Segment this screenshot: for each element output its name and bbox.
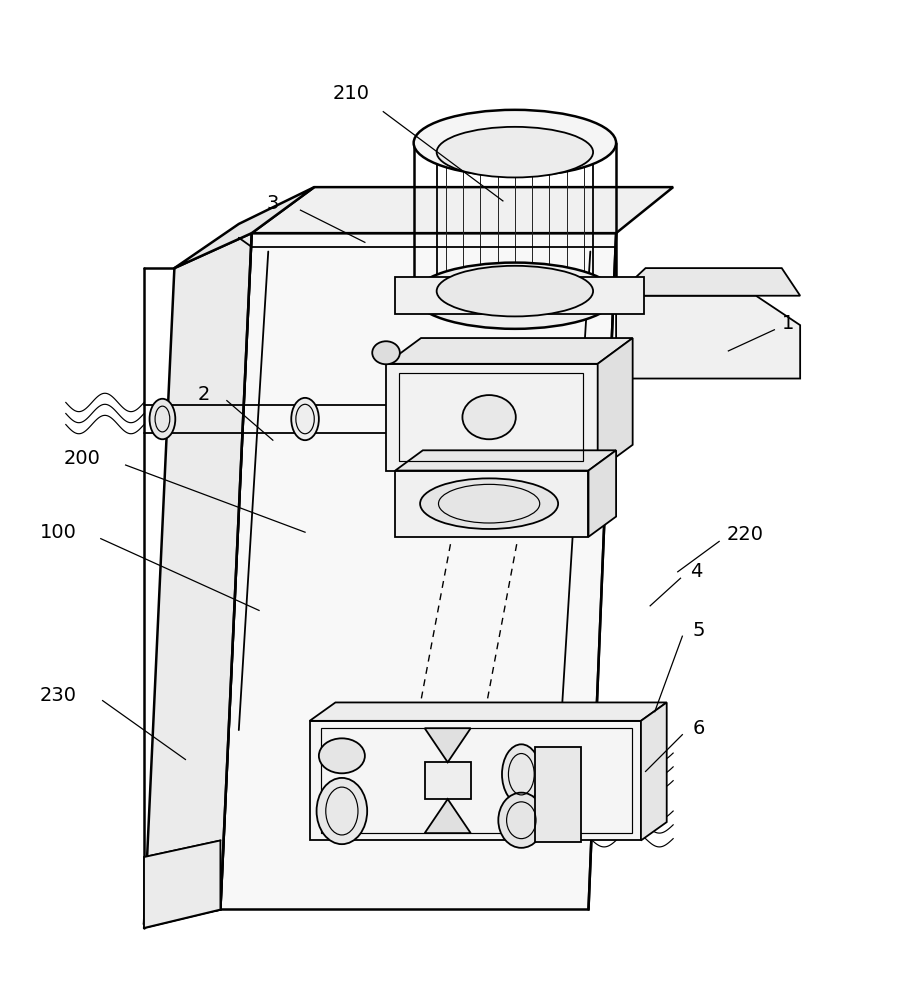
Polygon shape	[174, 187, 314, 268]
Text: 200: 200	[64, 449, 101, 468]
Ellipse shape	[414, 110, 616, 176]
Ellipse shape	[462, 395, 516, 439]
Ellipse shape	[318, 738, 365, 773]
Text: 2: 2	[198, 385, 210, 404]
Polygon shape	[309, 721, 641, 840]
Text: 1: 1	[782, 314, 795, 333]
Polygon shape	[535, 747, 581, 842]
Polygon shape	[616, 296, 800, 379]
Text: 100: 100	[40, 523, 77, 542]
Polygon shape	[144, 233, 252, 923]
Polygon shape	[425, 762, 471, 799]
Ellipse shape	[317, 778, 367, 844]
Ellipse shape	[372, 341, 400, 364]
Polygon shape	[386, 338, 632, 364]
Polygon shape	[221, 233, 616, 909]
Polygon shape	[641, 702, 666, 840]
Ellipse shape	[420, 478, 558, 529]
Polygon shape	[309, 702, 666, 721]
Polygon shape	[589, 450, 616, 537]
Text: 6: 6	[693, 719, 705, 738]
Polygon shape	[395, 277, 643, 314]
Text: 230: 230	[40, 686, 77, 705]
Ellipse shape	[150, 399, 175, 439]
Ellipse shape	[498, 793, 545, 848]
Polygon shape	[425, 728, 471, 762]
Polygon shape	[386, 364, 598, 471]
Polygon shape	[395, 450, 616, 471]
Polygon shape	[144, 840, 221, 928]
Text: 5: 5	[692, 621, 705, 640]
Polygon shape	[598, 338, 632, 471]
Ellipse shape	[437, 127, 593, 177]
Polygon shape	[252, 187, 673, 233]
Text: 4: 4	[690, 562, 702, 581]
Polygon shape	[616, 268, 800, 296]
Polygon shape	[395, 471, 589, 537]
Text: 210: 210	[332, 84, 369, 103]
Polygon shape	[425, 799, 471, 833]
Text: 3: 3	[267, 194, 279, 213]
Ellipse shape	[414, 263, 616, 329]
Ellipse shape	[437, 266, 593, 316]
Ellipse shape	[502, 744, 541, 804]
Ellipse shape	[292, 398, 318, 440]
Text: 220: 220	[726, 525, 763, 544]
